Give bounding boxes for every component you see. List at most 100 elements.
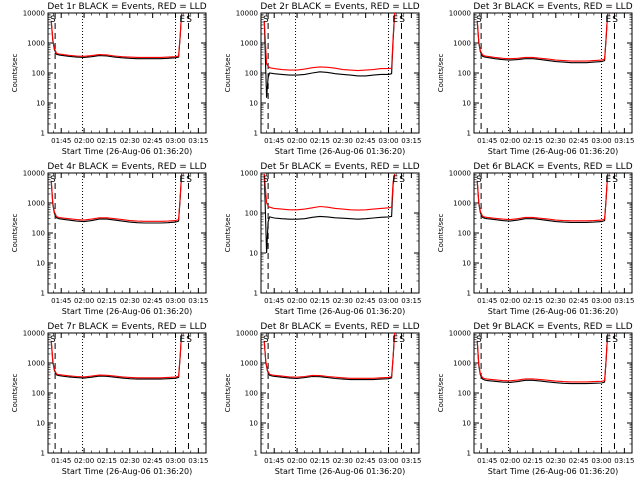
y-tick-label: 10000	[236, 330, 258, 338]
x-tick-label: 01:45	[51, 457, 71, 465]
series-line-events	[476, 13, 609, 64]
x-tick-label: 03:00	[165, 457, 185, 465]
y-tick-label: 1	[254, 450, 258, 458]
x-axis-label: Start Time (26-Aug-06 01:36:20)	[275, 147, 406, 156]
start-marker: S	[50, 175, 56, 185]
marker-e: E	[179, 335, 185, 345]
series-line-lld	[476, 332, 609, 383]
x-tick-label: 03:00	[165, 297, 185, 305]
plot-frame	[473, 172, 633, 294]
y-tick-label: 1	[41, 130, 45, 138]
marker-s: S	[612, 15, 618, 25]
y-tick-label: 10000	[23, 10, 45, 18]
x-tick-label: 02:00	[74, 137, 94, 145]
x-tick-label: 03:00	[591, 137, 611, 145]
y-tick-label: 1	[41, 290, 45, 298]
x-tick-label: 03:15	[188, 297, 208, 305]
x-axis-label: Start Time (26-Aug-06 01:36:20)	[62, 147, 193, 156]
x-tick-label: 02:30	[546, 297, 566, 305]
marker-s: S	[612, 175, 618, 185]
y-tick-label: 10000	[23, 170, 45, 178]
x-tick-label: 01:45	[264, 137, 284, 145]
series-line-lld	[263, 173, 396, 211]
series-line-lld	[50, 332, 183, 379]
marker-e: E	[392, 15, 398, 25]
series-line-events	[476, 174, 609, 223]
y-tick-label: 1000	[453, 200, 471, 208]
x-tick-label: 03:15	[188, 137, 208, 145]
x-tick-label: 01:45	[477, 457, 497, 465]
x-tick-label: 02:00	[287, 297, 307, 305]
chart-title: Det 1r BLACK = Events, RED = LLD	[47, 2, 206, 12]
x-tick-label: 02:15	[523, 297, 543, 305]
chart-title: Det 2r BLACK = Events, RED = LLD	[260, 2, 419, 12]
x-tick-label: 03:15	[401, 297, 421, 305]
x-tick-label: 02:30	[120, 297, 140, 305]
marker-s: S	[186, 175, 192, 185]
x-tick-label: 03:00	[378, 137, 398, 145]
x-axis-label: Start Time (26-Aug-06 01:36:20)	[488, 307, 619, 316]
y-tick-label: 1000	[27, 200, 45, 208]
x-tick-label: 02:30	[333, 457, 353, 465]
x-tick-label: 02:00	[500, 297, 520, 305]
x-tick-label: 02:15	[310, 457, 330, 465]
marker-s: S	[612, 335, 618, 345]
y-tick-label: 1	[254, 130, 258, 138]
x-tick-label: 02:45	[356, 457, 376, 465]
series-line-lld	[476, 12, 609, 62]
chart-title: Det 8r BLACK = Events, RED = LLD	[260, 322, 419, 332]
y-tick-label: 1000	[27, 40, 45, 48]
y-axis-label: Counts/sec	[11, 54, 19, 93]
y-tick-label: 100	[458, 230, 471, 238]
plot-frame	[260, 12, 420, 134]
plot-frame	[260, 172, 420, 294]
chart-panel: Det 4r BLACK = Events, RED = LLD 1 10 100 10…	[11, 162, 208, 316]
start-marker: S	[50, 15, 56, 25]
y-tick-label: 10	[249, 420, 258, 428]
y-tick-label: 1	[41, 450, 45, 458]
y-tick-label: 10	[462, 420, 471, 428]
marker-e: E	[605, 15, 611, 25]
y-axis-label: Counts/sec	[224, 214, 232, 253]
marker-s: S	[399, 335, 405, 345]
x-tick-label: 02:30	[333, 297, 353, 305]
x-tick-label: 02:30	[546, 457, 566, 465]
x-tick-label: 02:00	[287, 457, 307, 465]
x-tick-label: 02:45	[569, 137, 589, 145]
series-line-lld	[476, 172, 609, 222]
chart-title: Det 4r BLACK = Events, RED = LLD	[47, 162, 206, 172]
y-axis-label: Counts/sec	[11, 374, 19, 413]
x-tick-label: 03:15	[401, 137, 421, 145]
y-tick-label: 100	[32, 390, 45, 398]
x-tick-label: 02:45	[143, 297, 163, 305]
y-tick-label: 10000	[449, 170, 471, 178]
x-tick-label: 02:15	[310, 297, 330, 305]
x-tick-label: 01:45	[51, 297, 71, 305]
start-marker: S	[263, 15, 269, 25]
series-line-events	[263, 14, 396, 98]
y-tick-label: 1	[467, 450, 471, 458]
y-tick-label: 10	[36, 100, 45, 108]
x-tick-label: 02:45	[143, 137, 163, 145]
x-tick-label: 02:45	[143, 457, 163, 465]
x-tick-label: 02:15	[97, 297, 117, 305]
chart-panel: Det 2r BLACK = Events, RED = LLD 1 10 100 10…	[224, 2, 421, 156]
y-axis-label: Counts/sec	[224, 54, 232, 93]
series-line-events	[50, 333, 183, 380]
y-tick-label: 10	[36, 420, 45, 428]
x-tick-label: 03:00	[165, 137, 185, 145]
chart-title: Det 5r BLACK = Events, RED = LLD	[260, 162, 419, 172]
series-line-events	[476, 334, 609, 385]
y-tick-label: 1000	[240, 40, 258, 48]
start-marker: S	[263, 175, 269, 185]
y-tick-label: 100	[245, 390, 258, 398]
chart-panel: Det 1r BLACK = Events, RED = LLD 1 10 100 10…	[11, 2, 208, 156]
x-tick-label: 02:15	[97, 137, 117, 145]
marker-e: E	[179, 15, 185, 25]
y-tick-label: 1000	[453, 40, 471, 48]
y-tick-label: 10000	[449, 330, 471, 338]
marker-s: S	[186, 335, 192, 345]
chart-panel: Det 5r BLACK = Events, RED = LLD 1 10 100 10…	[224, 162, 421, 316]
start-marker: S	[476, 175, 482, 185]
